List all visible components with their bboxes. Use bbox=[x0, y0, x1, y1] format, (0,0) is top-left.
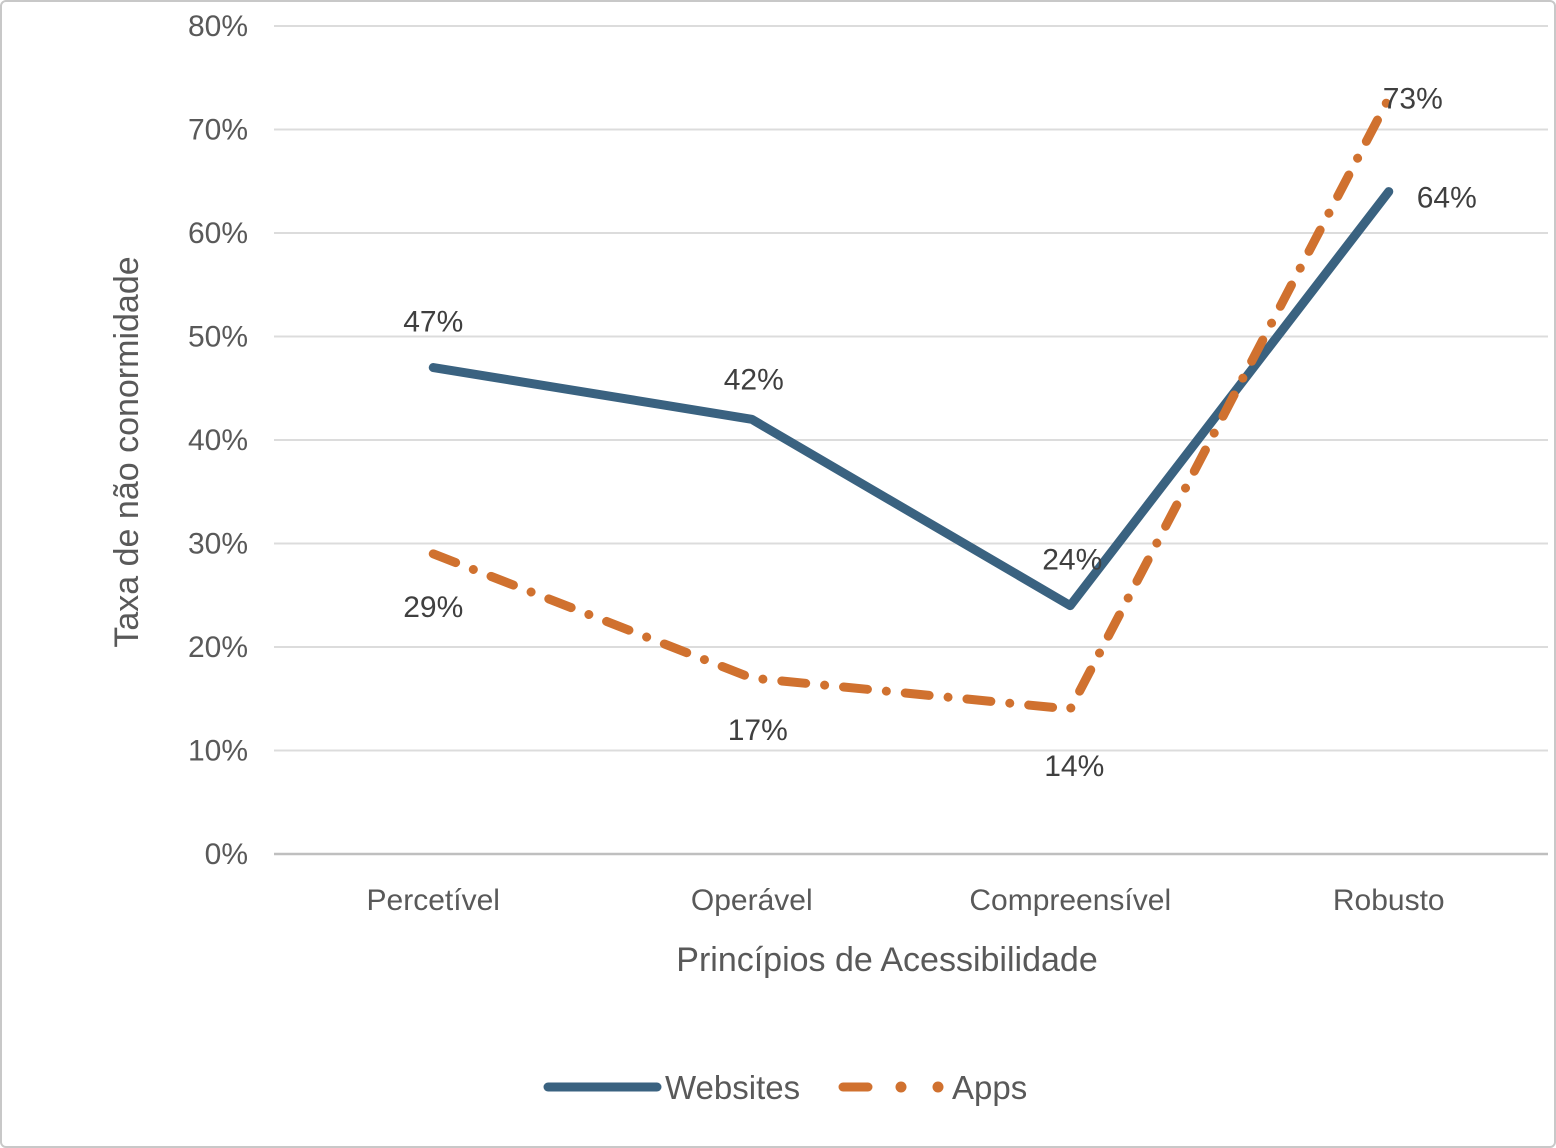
data-label-websites: 47% bbox=[403, 306, 463, 339]
series-line-apps bbox=[428, 93, 1394, 714]
y-tick-label: 40% bbox=[188, 424, 248, 457]
data-labels: 47% 42% 24% 64% 29% 17% 14% 73% bbox=[403, 82, 1477, 783]
data-label-apps: 14% bbox=[1044, 750, 1104, 783]
y-tick-label: 70% bbox=[188, 114, 248, 147]
data-label-apps: 29% bbox=[403, 591, 463, 624]
x-axis-title: Princípios de Acessibilidade bbox=[676, 941, 1097, 979]
y-tick-label: 50% bbox=[188, 321, 248, 354]
y-tick-label: 20% bbox=[188, 631, 248, 664]
data-label-websites: 42% bbox=[724, 363, 784, 396]
legend-apps-line-swatch bbox=[838, 1081, 944, 1093]
x-axis-category-labels: Percetível Operável Compreensível Robusto bbox=[367, 884, 1445, 917]
category-label: Compreensível bbox=[969, 884, 1171, 917]
y-tick-label: 30% bbox=[188, 528, 248, 561]
legend-apps-label: Apps bbox=[952, 1069, 1027, 1106]
series-lines bbox=[428, 93, 1394, 714]
y-tick-label: 0% bbox=[205, 838, 248, 871]
gridlines bbox=[274, 25, 1548, 856]
category-label: Operável bbox=[691, 884, 813, 917]
legend: Websites Apps bbox=[543, 1069, 1027, 1106]
y-axis-tick-labels: 0% 10% 20% 30% 40% 50% 60% 70% 80% bbox=[188, 10, 248, 871]
legend-websites-label: Websites bbox=[665, 1069, 800, 1106]
data-label-websites: 64% bbox=[1417, 182, 1477, 215]
data-label-websites: 24% bbox=[1042, 544, 1102, 577]
y-tick-label: 10% bbox=[188, 735, 248, 768]
y-axis-title: Taxa de não conormidade bbox=[108, 256, 146, 647]
category-label: Percetível bbox=[367, 884, 500, 917]
y-tick-label: 60% bbox=[188, 217, 248, 250]
y-tick-label: 80% bbox=[188, 10, 248, 43]
data-label-apps: 17% bbox=[728, 714, 788, 747]
category-label: Robusto bbox=[1333, 884, 1445, 917]
data-label-apps: 73% bbox=[1383, 82, 1443, 115]
